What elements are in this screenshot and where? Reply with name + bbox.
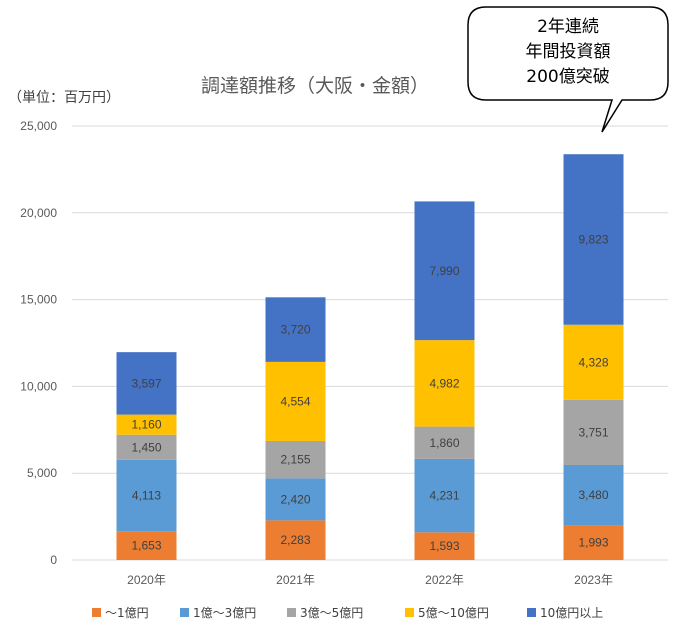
- legend-label: 5億～10億円: [418, 606, 489, 620]
- legend-swatch: [527, 608, 536, 617]
- data-label: 4,554: [280, 394, 310, 408]
- data-label: 4,231: [429, 489, 459, 503]
- data-label: 4,982: [429, 376, 459, 390]
- legend-label: 3億～5億円: [300, 606, 363, 620]
- bar-segment: [116, 531, 177, 560]
- callout-line-3: 200億突破: [526, 67, 609, 87]
- bar-segment: [563, 399, 624, 465]
- data-label: 9,823: [578, 232, 608, 246]
- data-label: 3,720: [280, 323, 310, 337]
- bar-segment: [265, 478, 326, 521]
- legend-swatch: [287, 608, 296, 617]
- callout-line-2: 年間投資額: [526, 42, 611, 62]
- bar-segment: [265, 440, 326, 479]
- legend-swatch: [92, 608, 101, 617]
- bar-segment: [414, 532, 475, 560]
- data-label: 3,751: [578, 425, 608, 439]
- y-tick-label: 15,000: [20, 293, 57, 307]
- y-tick-label: 0: [50, 553, 57, 567]
- x-tick-label: 2020年: [127, 573, 166, 587]
- bar-segment: [563, 324, 624, 400]
- bar-segment: [414, 201, 475, 341]
- legend-swatch: [405, 608, 414, 617]
- data-label: 2,420: [280, 492, 310, 506]
- bar-segment: [563, 154, 624, 325]
- legend-label: 1億～3億円: [193, 606, 256, 620]
- bars: 1,653 4,113 1,450 1,160 3,597 2,283 2,420 2,155…: [116, 154, 624, 560]
- legend-label: ～1億円: [105, 606, 149, 620]
- x-tick-label: 2023年: [574, 573, 613, 587]
- y-tick-label: 20,000: [20, 206, 57, 220]
- y-tick-label: 25,000: [20, 119, 57, 133]
- bar-segment: [265, 297, 326, 362]
- bar-segment: [265, 361, 326, 441]
- y-tick-label: 5,000: [27, 466, 57, 480]
- data-label: 3,480: [578, 488, 608, 502]
- data-label: 1,450: [131, 440, 161, 454]
- x-tick-label: 2022年: [425, 573, 464, 587]
- callout-bubble: 2年連続 年間投資額 200億突破: [467, 6, 669, 133]
- data-label: 2,283: [280, 533, 310, 547]
- data-label: 4,328: [578, 355, 608, 369]
- y-tick-label: 10,000: [20, 379, 57, 393]
- x-tick-label: 2021年: [276, 573, 315, 587]
- legend-swatch: [180, 608, 189, 617]
- data-label: 4,113: [132, 489, 161, 503]
- x-axis-ticks: 2020年 2021年 2022年 2023年: [127, 573, 613, 587]
- bar-segment: [116, 459, 177, 532]
- bar-segment: [116, 352, 177, 415]
- bar-segment: [116, 414, 177, 435]
- bar-segment: [414, 340, 475, 427]
- data-label: 2,155: [280, 453, 310, 467]
- bar-segment: [563, 464, 624, 526]
- data-label: 1,160: [131, 418, 161, 432]
- bar-segment: [414, 458, 475, 533]
- bar-segment: [116, 434, 177, 460]
- y-axis-ticks: 0 5,000 10,000 15,000 20,000 25,000: [20, 119, 57, 567]
- data-label: 1,593: [429, 539, 459, 553]
- data-label: 3,597: [131, 376, 161, 390]
- data-label: 7,990: [429, 264, 459, 278]
- legend-label: 10億円以上: [540, 606, 603, 620]
- bar-segment: [414, 426, 475, 459]
- data-label: 1,993: [578, 536, 608, 550]
- legend: ～1億円 1億～3億円 3億～5億円 5億～10億円 10億円以上: [92, 606, 603, 620]
- data-label: 1,653: [131, 539, 161, 553]
- callout-line-1: 2年連続: [537, 17, 599, 37]
- callout-shape: [467, 6, 669, 133]
- unit-label: （単位：百万円）: [8, 90, 120, 106]
- data-label: 1,860: [429, 436, 459, 450]
- bar-segment: [265, 520, 326, 560]
- chart-title: 調達額推移（大阪・金額）: [201, 75, 429, 97]
- bar-segment: [563, 525, 624, 560]
